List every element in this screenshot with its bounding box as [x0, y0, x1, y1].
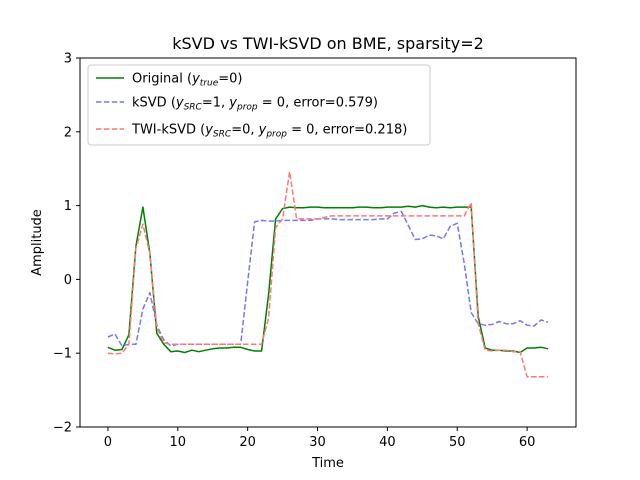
legend: Original (ytrue=0) kSVD (ySRC=1, yprop = … — [87, 64, 431, 146]
y-tick-label: −2 — [53, 421, 72, 436]
legend-entry-3: TWI-kSVD (ySRC=0, yprop = 0, error=0.218… — [131, 123, 407, 140]
x-tick-label: 60 — [519, 435, 536, 450]
y-tick-label: 0 — [64, 273, 72, 288]
plot-area — [107, 170, 549, 378]
y-axis-label: Amplitude — [30, 209, 45, 276]
plot-frame — [79, 57, 577, 428]
legend-frame — [87, 64, 431, 146]
x-axis: 0 10 20 30 40 50 60 — [104, 427, 536, 450]
series-line-1 — [107, 204, 549, 354]
x-axis-label: Time — [311, 456, 344, 471]
x-tick-label: 40 — [379, 435, 396, 450]
y-tick-label: 1 — [64, 199, 72, 214]
x-tick-label: 30 — [309, 435, 326, 450]
legend-entry-1: Original (ytrue=0) — [132, 72, 243, 89]
x-tick-label: 10 — [170, 435, 187, 450]
y-tick-label: 3 — [64, 52, 72, 67]
x-tick-label: 0 — [104, 435, 112, 450]
y-tick-label: −1 — [53, 347, 72, 362]
y-tick-label: 2 — [64, 125, 72, 140]
legend-entry-2: kSVD (ySRC=1, yprop = 0, error=0.579) — [132, 96, 378, 113]
series-line-2 — [107, 210, 549, 347]
x-tick-label: 20 — [239, 435, 256, 450]
x-tick-label: 50 — [449, 435, 466, 450]
chart-title: kSVD vs TWI-kSVD on BME, sparsity=2 — [172, 34, 484, 53]
series-line-3 — [107, 170, 549, 378]
y-axis: −2 −1 0 1 2 3 — [53, 52, 80, 436]
